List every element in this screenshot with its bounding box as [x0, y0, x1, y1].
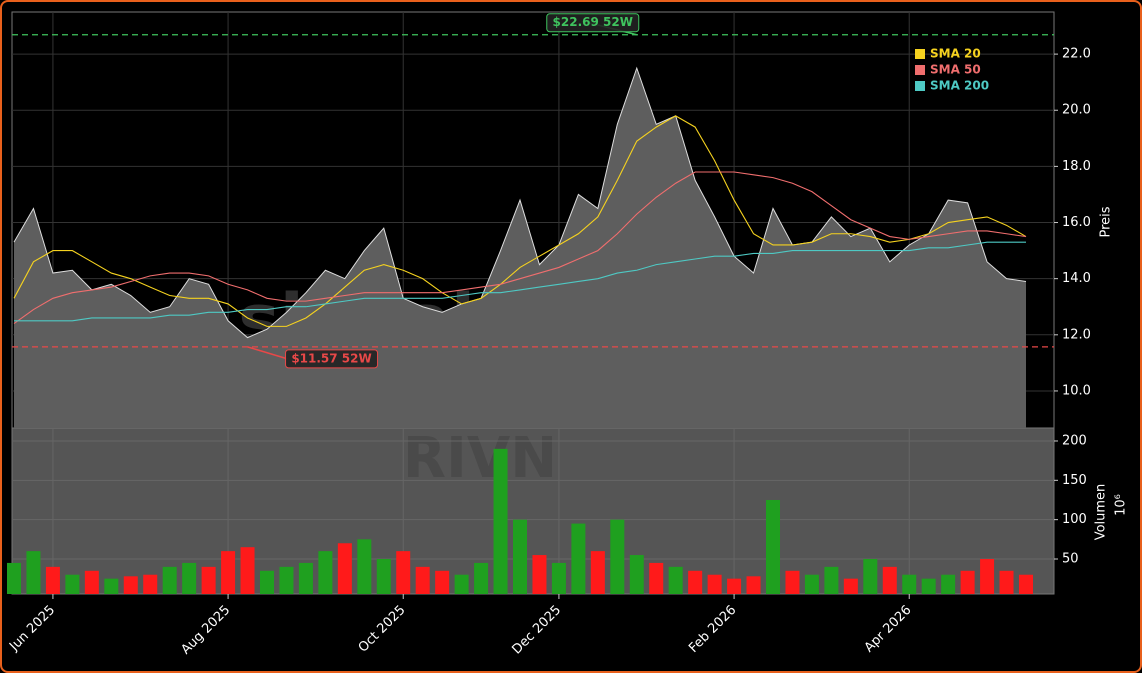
annotation-box	[285, 349, 379, 369]
volume-bar	[590, 551, 605, 594]
x-tick-label: Feb 2026	[686, 603, 739, 656]
volume-bar	[785, 570, 800, 594]
volume-bar	[941, 574, 956, 594]
volume-bar	[298, 562, 313, 594]
volume-bar	[843, 578, 858, 594]
annotation-box	[546, 13, 640, 33]
legend-swatch	[915, 65, 925, 75]
volume-bar	[532, 555, 547, 594]
sma-line	[14, 241, 1026, 322]
x-tick-label: Oct 2025	[356, 603, 409, 656]
y2-tick-label: 150	[1062, 473, 1087, 488]
volume-bar	[649, 562, 664, 594]
volume-bar	[824, 566, 839, 594]
y-tick-label: 10.0	[1062, 383, 1091, 398]
volume-bar	[143, 574, 158, 594]
y-tick-label: 22.0	[1062, 47, 1091, 62]
volume-bar	[415, 566, 430, 594]
annotation: $22.69 52W	[553, 15, 633, 29]
sma-line	[13, 171, 1027, 325]
volume-bar	[513, 519, 527, 594]
legend-swatch	[915, 81, 925, 91]
y2-tick-label: 200	[1062, 433, 1087, 448]
volume-bar	[629, 555, 644, 594]
volume-bar	[571, 523, 586, 594]
y-tick-label: 12.0	[1062, 327, 1091, 342]
volume-bar	[65, 574, 80, 594]
volume-bar	[162, 566, 177, 594]
legend-label: SMA 50	[930, 63, 981, 77]
volume-bar	[688, 570, 703, 594]
volume-bar	[201, 566, 216, 594]
volume-bar	[45, 566, 60, 594]
sma-line	[13, 115, 1027, 327]
watermark-ticker: RIVN	[403, 426, 557, 491]
volume-bar	[902, 574, 917, 594]
volume-bar	[454, 574, 469, 594]
x-tick-label: Jun 2025	[6, 603, 58, 655]
volume-bar	[279, 566, 294, 594]
volume-bar	[474, 562, 489, 594]
volume-bar	[337, 543, 352, 594]
volume-bar	[435, 570, 450, 594]
volume-bar	[999, 570, 1014, 594]
y-tick-label: 14.0	[1062, 271, 1091, 286]
volume-bar	[960, 570, 975, 594]
close-line	[13, 66, 1027, 339]
x-tick-label: Aug 2025	[179, 603, 234, 658]
price-area	[14, 68, 1026, 428]
y-tick-label: 20.0	[1062, 103, 1091, 118]
volume-bar	[551, 562, 566, 594]
volume-bar	[318, 551, 333, 594]
y2-axis-label: Volumen	[1094, 484, 1109, 541]
y2-tick-label: 50	[1062, 551, 1079, 566]
volume-bar	[260, 570, 274, 594]
legend-label: SMA 200	[930, 79, 989, 93]
y2-tick-label: 100	[1062, 512, 1087, 527]
x-tick-label: Dec 2025	[510, 603, 565, 658]
volume-bar	[668, 566, 683, 594]
legend-swatch	[915, 49, 925, 59]
annotation: $11.57 52W	[291, 351, 371, 365]
volume-bar	[104, 578, 119, 594]
volume-bar	[182, 562, 197, 594]
volume-bar	[26, 551, 41, 594]
legend-label: SMA 20	[930, 47, 981, 61]
volume-bar	[882, 566, 897, 594]
volume-bar	[804, 574, 819, 594]
y-tick-label: 18.0	[1062, 159, 1091, 174]
y-axis-label: Preis	[1099, 206, 1114, 237]
volume-bar	[746, 576, 761, 594]
annotation-arrow	[247, 346, 288, 360]
volume-bar	[357, 539, 372, 594]
volume-bar	[240, 547, 255, 594]
volume-bar	[863, 558, 878, 594]
volume-bar	[123, 576, 138, 594]
volume-bar	[766, 499, 780, 594]
y-tick-label: 16.0	[1062, 215, 1091, 230]
volume-bar	[376, 558, 391, 594]
x-tick-label: Apr 2026	[862, 603, 915, 656]
volume-bar	[1019, 574, 1033, 594]
volume-bar	[7, 562, 21, 594]
volume-bar	[707, 574, 722, 594]
volume-bar	[727, 578, 742, 594]
volume-bar	[493, 448, 508, 594]
y2-axis-unit: 10⁶	[1114, 494, 1129, 516]
volume-bar	[610, 519, 625, 594]
volume-bar	[396, 551, 411, 594]
volume-bar	[221, 551, 236, 594]
volume-bar	[921, 578, 936, 594]
volume-bar	[84, 570, 99, 594]
volume-bar	[980, 558, 995, 594]
